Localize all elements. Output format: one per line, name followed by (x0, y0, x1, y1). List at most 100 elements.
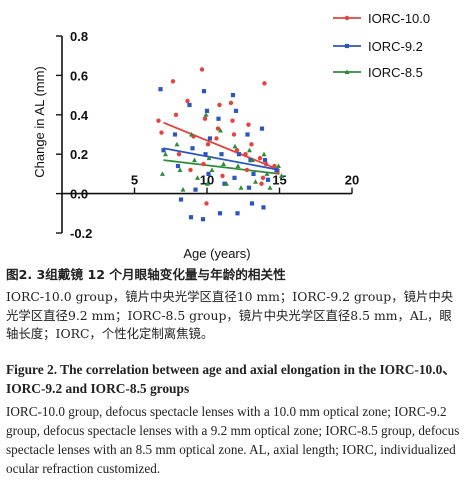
data-point-iorc-10-0 (231, 132, 237, 137)
data-point-iorc-9-2 (187, 102, 192, 108)
y-tick-label: 0.4 (70, 108, 89, 123)
data-point-iorc-9-2 (274, 167, 279, 173)
data-point-iorc-8-5 (203, 112, 209, 117)
data-point-iorc-9-2 (190, 146, 195, 151)
data-point-iorc-9-2 (245, 132, 250, 137)
axes: -0.2 0.0 0.2 0.4 0.6 0.8 5 10 15 20 (56, 29, 359, 241)
data-point-iorc-10-0 (202, 116, 208, 121)
y-tick-label: 0.8 (70, 29, 88, 44)
data-point-iorc-9-2 (233, 108, 239, 113)
data-point-iorc-8-5 (235, 163, 241, 169)
data-point-iorc-9-2 (175, 163, 181, 169)
trend-line-iorc-9-2 (163, 147, 280, 171)
data-point-iorc-9-2 (235, 211, 240, 216)
legend: IORC-10.0 IORC-9.2 IORC-8.5 (333, 11, 430, 80)
data-point-iorc-9-2 (246, 185, 252, 190)
data-point-iorc-10-0 (201, 161, 206, 167)
data-point-iorc-10-0 (260, 175, 266, 181)
trend-lines (163, 121, 280, 175)
data-point-iorc-9-2 (188, 215, 194, 220)
data-point-iorc-9-2 (248, 158, 253, 163)
data-point-iorc-8-5 (209, 167, 215, 172)
data-point-iorc-9-2 (172, 132, 178, 137)
data-point-iorc-9-2 (219, 152, 224, 157)
data-point-iorc-9-2 (261, 205, 266, 210)
y-tick-label: 0.0 (70, 187, 88, 202)
data-point-iorc-8-5 (192, 157, 197, 163)
data-point-iorc-8-5 (205, 181, 210, 186)
legend-marker (344, 69, 350, 74)
y-tick-label: 0.2 (70, 147, 88, 162)
data-point-iorc-8-5 (189, 131, 194, 137)
data-point-iorc-10-0 (170, 79, 176, 84)
chart: -0.20.00.20.40.60.85 10 15 20 IORC-10.0IORC… (32, 11, 430, 261)
x-tick-label: 5 (131, 173, 138, 188)
data-point-iorc-10-0 (156, 118, 161, 123)
data-point-iorc-8-5 (224, 181, 229, 186)
trend-line-iorc-8-5 (163, 159, 280, 175)
y-axis-label: Change in AL (mm) (32, 66, 47, 178)
caption-cn-title: 图2. 3组戴镜 12 个月眼轴变化量与年龄的相关性 (6, 267, 286, 282)
data-point-iorc-9-2 (236, 152, 242, 157)
x-axis-label: Age (years) (183, 246, 250, 261)
data-point-iorc-8-5 (238, 185, 244, 190)
data-point-iorc-8-5 (250, 157, 255, 163)
data-point-iorc-8-5 (264, 171, 270, 176)
data-point-iorc-9-2 (204, 108, 210, 113)
caption-cn-body: IORC-10.0 group，镜片中央光学区直径10 mm；IORC-9.2 … (6, 289, 454, 341)
data-point-iorc-8-5 (174, 141, 180, 147)
data-point-iorc-10-0 (159, 130, 164, 135)
trend-line-iorc-10-0 (163, 121, 280, 171)
caption-en-body: IORC-10.0 group, defocus spectacle lense… (6, 404, 460, 476)
data-point-iorc-8-5 (206, 155, 212, 161)
data-point-iorc-10-0 (272, 163, 277, 169)
data-point-iorc-9-2 (251, 171, 256, 176)
data-point-iorc-10-0 (205, 142, 211, 147)
data-point-iorc-9-2 (262, 158, 268, 163)
data-point-iorc-10-0 (263, 161, 269, 167)
legend-marker (344, 43, 350, 49)
data-point-iorc-8-5 (247, 147, 252, 153)
data-point-iorc-8-5 (218, 127, 223, 133)
data-point-iorc-9-2 (201, 89, 207, 94)
data-point-iorc-8-5 (261, 151, 267, 157)
data-point-iorc-8-5 (180, 187, 186, 192)
x-tick-label: 15 (272, 173, 286, 188)
data-point-iorc-9-2 (265, 177, 271, 182)
data-point-iorc-10-0 (243, 152, 248, 157)
data-point-iorc-8-5 (177, 167, 183, 172)
data-point-iorc-10-0 (228, 100, 234, 106)
data-point-iorc-9-2 (161, 148, 166, 153)
data-point-iorc-9-2 (203, 152, 208, 157)
data-point-iorc-9-2 (200, 217, 206, 222)
data-point-iorc-9-2 (259, 126, 265, 131)
data-point-iorc-10-0 (199, 67, 205, 72)
legend-label: IORC-10.0 (368, 11, 430, 26)
data-point-iorc-9-2 (178, 197, 184, 202)
x-tick-label: 20 (345, 173, 359, 188)
data-point-iorc-8-5 (195, 175, 200, 180)
data-point-iorc-10-0 (204, 201, 209, 206)
data-point-iorc-8-5 (163, 151, 168, 157)
data-point-iorc-9-2 (230, 93, 236, 98)
data-point-iorc-10-0 (176, 152, 182, 157)
data-point-iorc-8-5 (276, 163, 281, 169)
data-point-iorc-8-5 (232, 143, 238, 149)
data-point-iorc-8-5 (267, 185, 273, 190)
data-point-iorc-10-0 (244, 167, 250, 173)
data-point-iorc-9-2 (193, 187, 198, 192)
data-point-iorc-10-0 (230, 118, 235, 123)
data-point-iorc-10-0 (262, 81, 267, 86)
data-point-iorc-10-0 (217, 102, 222, 108)
data-point-iorc-10-0 (215, 126, 221, 131)
data-point-iorc-9-2 (207, 136, 213, 141)
data-point-iorc-8-5 (279, 173, 284, 178)
data-points (156, 67, 284, 222)
data-point-iorc-10-0 (188, 167, 193, 173)
data-point-iorc-10-0 (246, 122, 251, 127)
data-point-iorc-10-0 (249, 142, 254, 147)
data-point-iorc-9-2 (216, 116, 221, 121)
x-tick-label: 10 (200, 173, 214, 188)
data-point-iorc-9-2 (158, 87, 163, 92)
data-point-iorc-8-5 (253, 179, 258, 184)
